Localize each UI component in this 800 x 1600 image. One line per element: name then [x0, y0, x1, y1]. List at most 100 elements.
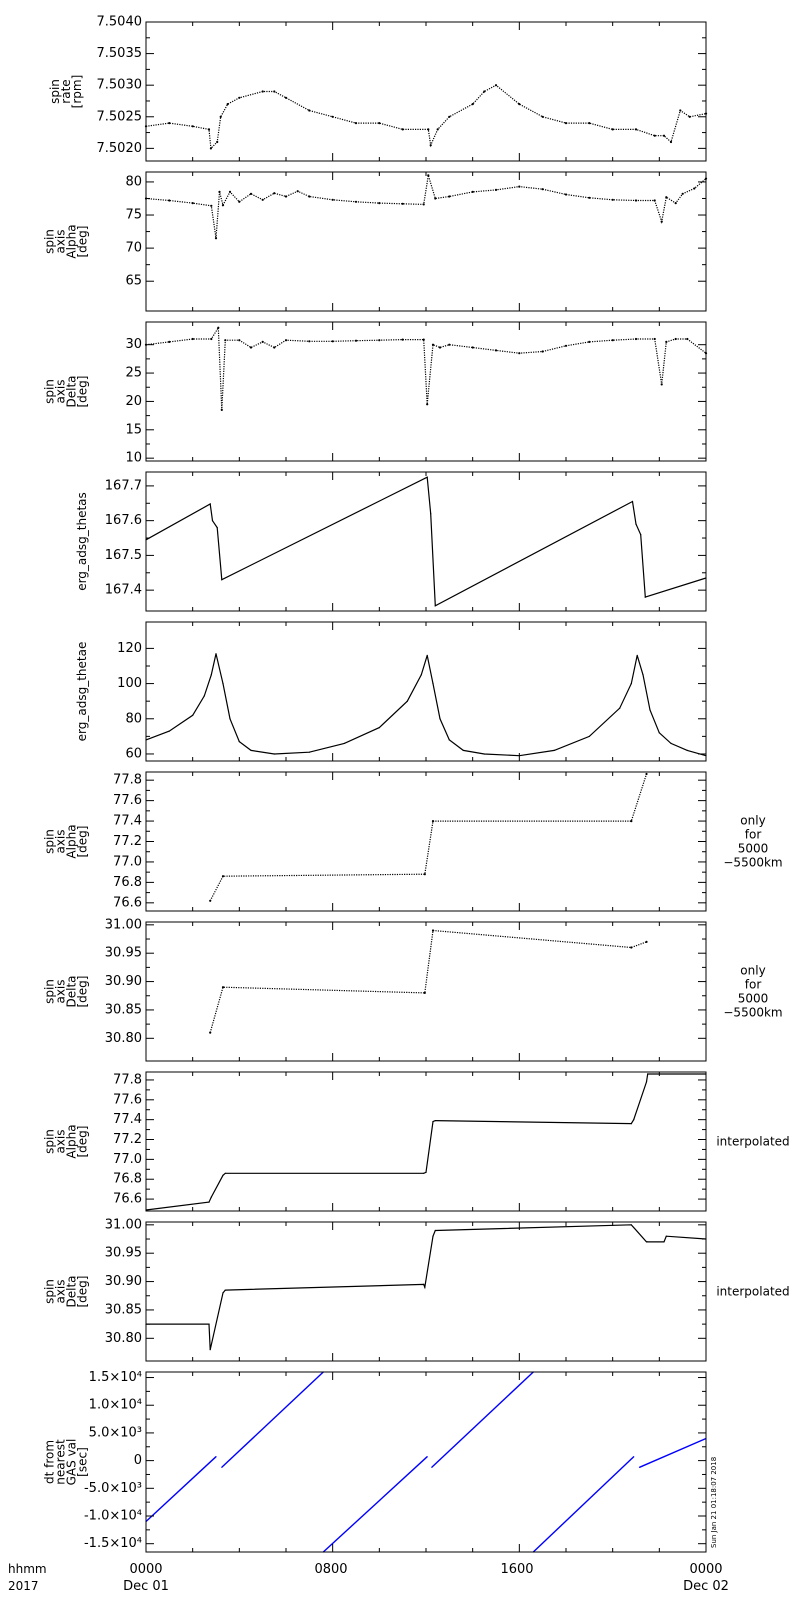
y-axis-label: erg_adsg_thetas	[75, 492, 89, 591]
y-axis-label: Delta	[65, 1275, 79, 1307]
data-point	[634, 128, 638, 131]
y-axis-label: axis	[54, 979, 68, 1003]
data-point	[645, 1081, 648, 1083]
data-point	[229, 718, 231, 720]
data-point	[401, 202, 404, 205]
data-point	[436, 128, 439, 131]
data-point	[686, 749, 688, 752]
data-point	[645, 772, 648, 776]
data-point	[378, 122, 381, 125]
data-point	[222, 1292, 224, 1294]
data-point	[296, 190, 299, 193]
panel-1: 7.5020 7.5025 7.5030 7.5035 7.5040 spinrate[r…	[48, 15, 708, 162]
data-point	[406, 700, 408, 702]
y-tick-label: 30.95	[105, 1246, 142, 1261]
data-point	[228, 190, 232, 193]
y-tick-label: 7.5025	[97, 109, 143, 124]
data-point	[308, 751, 310, 753]
data-point	[471, 346, 474, 349]
data-point	[168, 122, 171, 125]
data-point	[541, 115, 544, 118]
y-tick-label: 7.5020	[97, 141, 143, 156]
y-tick-label: 30.85	[105, 1002, 142, 1017]
data-point	[261, 340, 264, 343]
panel-frame	[145, 1071, 707, 1212]
data-point	[210, 674, 212, 676]
data-point	[207, 128, 211, 131]
data-point	[588, 735, 590, 738]
data-point	[221, 579, 223, 581]
data-point	[168, 340, 171, 343]
y-tick-label: 30	[125, 337, 142, 352]
data-point	[401, 338, 404, 341]
data-point	[222, 1174, 224, 1176]
y-axis-label: GAS val	[65, 1439, 79, 1486]
y-tick-label: 77.0	[113, 1152, 142, 1167]
data-point	[679, 109, 682, 112]
data-point	[426, 476, 428, 478]
data-point	[439, 718, 441, 720]
y-axis-label: [deg]	[76, 976, 90, 1008]
data-point	[221, 875, 225, 878]
y-tick-label: 76.8	[113, 875, 142, 890]
data-point	[518, 103, 521, 106]
y-tick-label: 30.95	[105, 946, 142, 961]
data-point	[210, 1196, 212, 1198]
data-point	[630, 683, 632, 685]
data-point	[649, 709, 651, 711]
y-tick-label: 30.90	[105, 974, 142, 989]
data-point	[448, 343, 451, 346]
y-axis-label: nearest	[54, 1439, 68, 1485]
panel-note: −5500km	[723, 856, 782, 870]
data-point	[211, 520, 214, 522]
y-axis-label: spin	[43, 379, 57, 404]
y-tick-label: 77.8	[113, 1072, 142, 1087]
series-line	[145, 84, 707, 150]
series-line	[221, 1371, 324, 1468]
data-point	[214, 237, 218, 240]
y-tick-label: 1.5×10⁴	[89, 1370, 142, 1385]
y-axis-label: [deg]	[76, 826, 90, 858]
data-point	[518, 185, 521, 188]
data-point	[191, 202, 194, 205]
y-axis-label: spin	[43, 1129, 57, 1154]
data-point	[674, 337, 677, 341]
series-line	[146, 1224, 707, 1350]
data-point	[653, 134, 656, 137]
y-tick-label: 167.4	[105, 583, 142, 598]
data-point	[224, 339, 227, 342]
data-point	[430, 513, 432, 515]
y-tick-label: 76.8	[113, 1172, 142, 1187]
y-axis-label: axis	[54, 1129, 68, 1153]
data-point	[588, 122, 591, 125]
data-point	[630, 1224, 632, 1226]
data-point	[308, 340, 311, 343]
data-point	[424, 1286, 426, 1288]
data-point	[434, 1229, 436, 1232]
panel-note: 5000	[738, 992, 769, 1006]
data-point	[354, 200, 358, 203]
y-tick-label: 30.85	[105, 1302, 142, 1317]
data-point	[471, 190, 474, 193]
data-point	[636, 654, 638, 657]
data-point	[273, 90, 276, 93]
data-point	[634, 199, 638, 202]
data-point	[354, 339, 358, 342]
data-point	[483, 90, 486, 93]
data-point	[215, 653, 217, 655]
y-axis-label: rate	[59, 79, 73, 103]
data-point	[431, 1466, 433, 1468]
y-axis-label: [deg]	[76, 376, 90, 408]
y-tick-label: 25	[125, 366, 142, 381]
data-point	[669, 140, 673, 144]
data-point	[273, 753, 275, 755]
data-point	[693, 187, 696, 190]
data-point	[426, 403, 429, 406]
data-point	[331, 198, 334, 201]
data-point	[168, 199, 171, 202]
y-axis-label: spin	[43, 229, 57, 254]
y-tick-label: 77.6	[113, 793, 142, 808]
y-axis-label: axis	[54, 829, 68, 853]
